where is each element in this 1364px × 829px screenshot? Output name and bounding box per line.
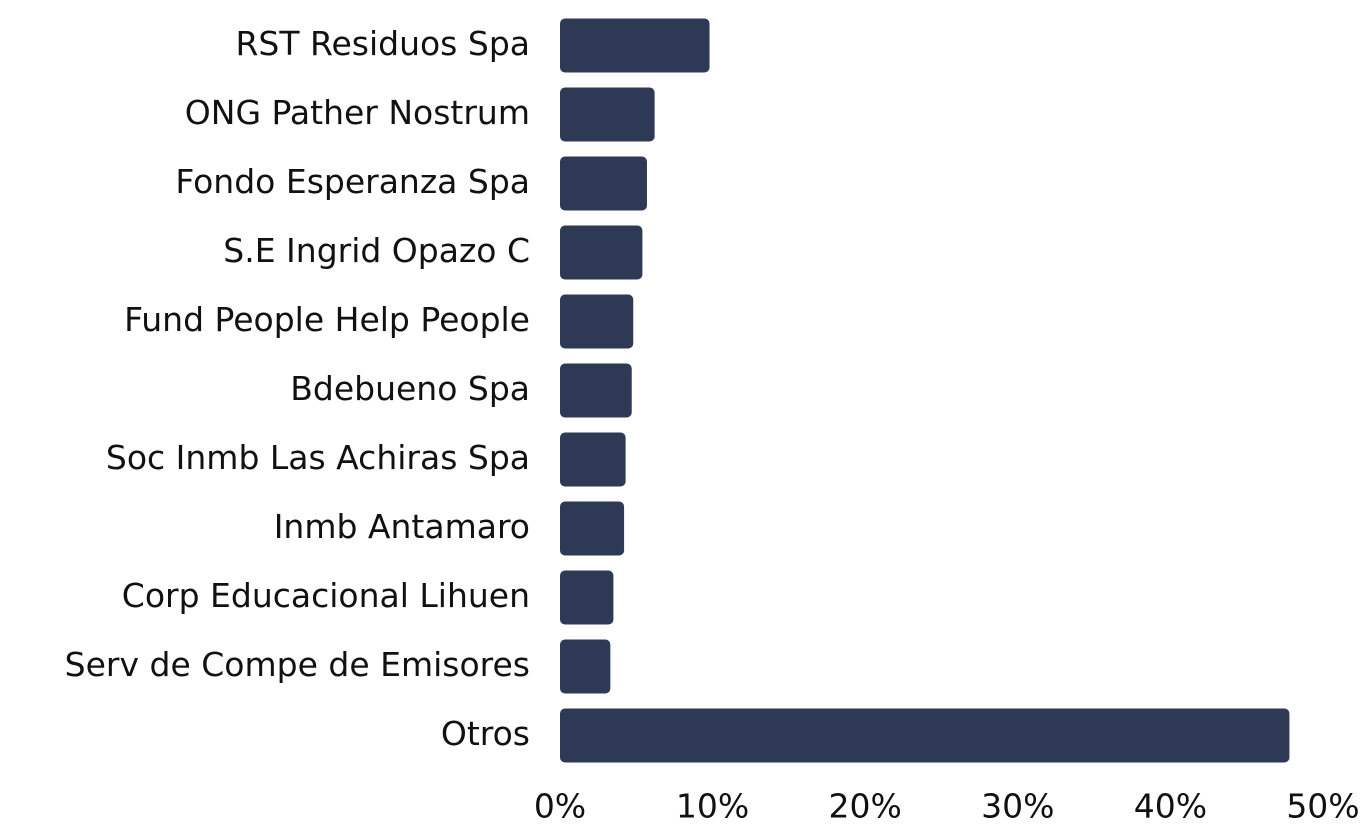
bar — [560, 87, 655, 142]
bar — [560, 363, 632, 418]
x-tick-label: 0% — [534, 787, 586, 826]
bar — [560, 18, 710, 73]
bar — [560, 501, 625, 556]
x-tick-label: 10% — [676, 787, 749, 826]
bar — [560, 639, 611, 694]
y-tick-label: Otros — [441, 714, 530, 753]
x-tick-label: 20% — [829, 787, 902, 826]
bar — [560, 708, 1290, 763]
y-tick-label: Corp Educacional Lihuen — [122, 576, 530, 615]
x-tick-label: 30% — [981, 787, 1054, 826]
y-tick-label: Fund People Help People — [124, 300, 530, 339]
x-tick-label: 50% — [1286, 787, 1359, 826]
y-tick-label: Inmb Antamaro — [274, 507, 530, 546]
y-tick-label: Serv de Compe de Emisores — [65, 645, 530, 684]
y-tick-label: ONG Pather Nostrum — [185, 93, 530, 132]
bar — [560, 156, 647, 211]
bar — [560, 432, 626, 487]
y-tick-label: Bdebueno Spa — [290, 369, 530, 408]
y-tick-label: Fondo Esperanza Spa — [175, 162, 530, 201]
bar — [560, 294, 634, 349]
x-tick-label: 40% — [1134, 787, 1207, 826]
y-tick-label: Soc Inmb Las Achiras Spa — [106, 438, 530, 477]
y-tick-label: S.E Ingrid Opazo C — [223, 231, 530, 270]
y-tick-label: RST Residuos Spa — [236, 24, 531, 63]
bar — [560, 225, 643, 280]
bar — [560, 570, 614, 625]
